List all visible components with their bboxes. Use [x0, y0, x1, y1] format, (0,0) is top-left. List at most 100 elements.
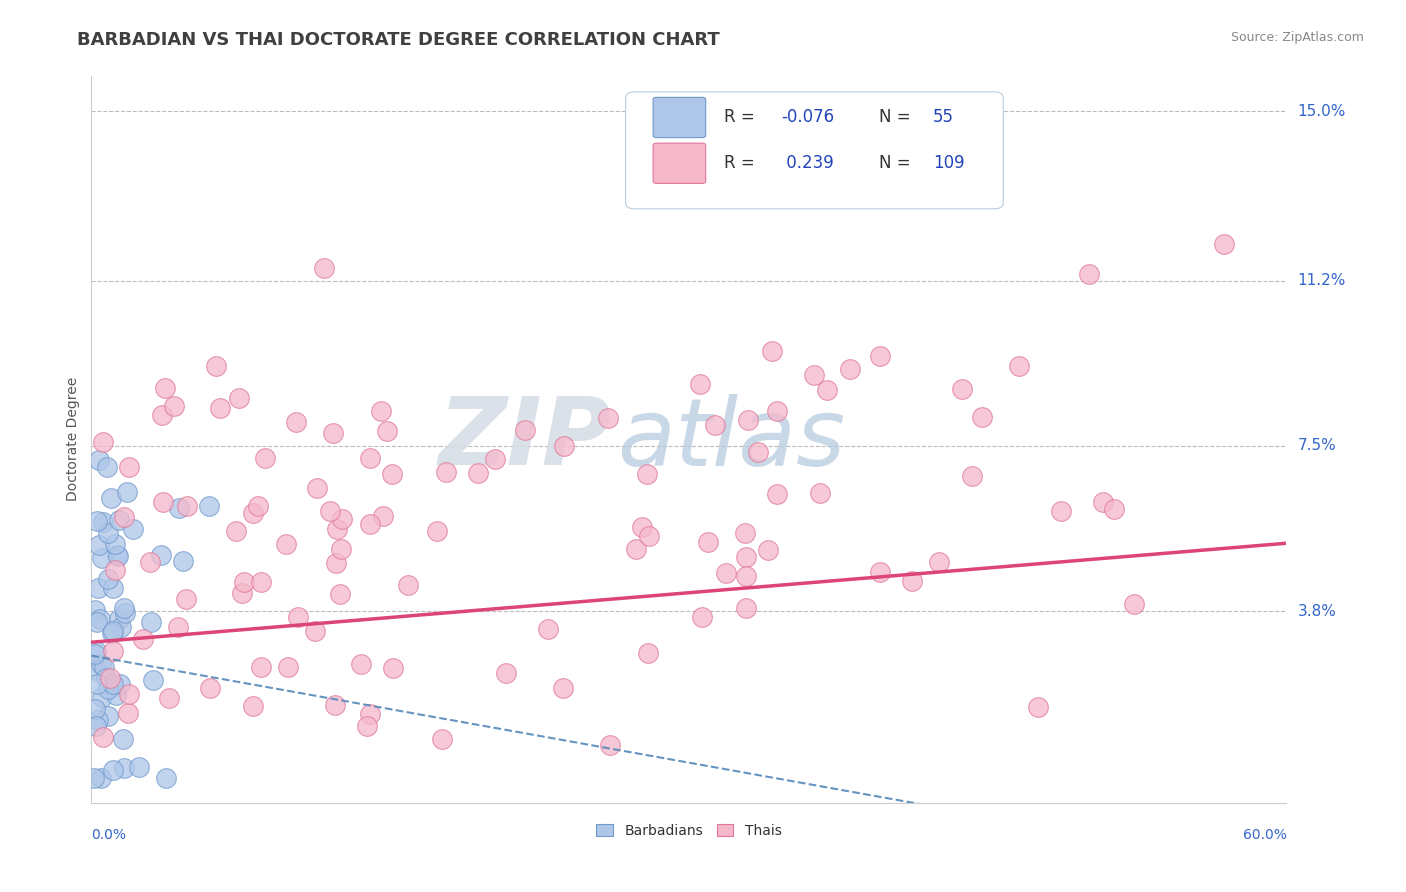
Point — [277, 659, 299, 673]
Point — [112, 732, 135, 747]
Point — [714, 566, 737, 581]
Text: Source: ZipAtlas.com: Source: ZipAtlas.com — [1230, 31, 1364, 45]
Point — [370, 403, 392, 417]
FancyBboxPatch shape — [626, 92, 1004, 209]
Point — [359, 517, 381, 532]
Text: N =: N = — [879, 154, 915, 172]
Point — [312, 260, 335, 275]
Text: 109: 109 — [932, 154, 965, 172]
Point — [735, 569, 758, 583]
Point — [359, 451, 381, 466]
Point — [139, 615, 162, 629]
Point — [253, 450, 276, 465]
Point — [128, 760, 150, 774]
Point — [624, 541, 647, 556]
Point — [690, 610, 713, 624]
Point — [90, 690, 112, 704]
Point — [703, 417, 725, 432]
Point — [157, 690, 180, 705]
Point — [325, 556, 347, 570]
Point — [115, 484, 138, 499]
Point — [139, 556, 162, 570]
Point — [104, 689, 127, 703]
Text: 7.5%: 7.5% — [1298, 439, 1336, 453]
Point — [112, 601, 135, 615]
Text: 3.8%: 3.8% — [1298, 604, 1337, 618]
Point — [425, 524, 447, 538]
Point — [901, 574, 924, 588]
Point — [756, 543, 779, 558]
Point — [122, 522, 145, 536]
Point — [228, 391, 250, 405]
Point — [93, 515, 115, 529]
Point — [105, 548, 128, 562]
Point — [101, 625, 124, 640]
Text: 60.0%: 60.0% — [1243, 829, 1286, 842]
Point — [553, 439, 575, 453]
Point — [305, 481, 328, 495]
Point — [319, 504, 342, 518]
Text: atlas: atlas — [617, 393, 845, 485]
Point — [103, 581, 125, 595]
Point — [197, 499, 219, 513]
Text: N =: N = — [879, 109, 915, 127]
Point — [599, 738, 621, 752]
Point — [103, 763, 125, 777]
Point — [484, 452, 506, 467]
Point — [396, 578, 419, 592]
Point — [83, 648, 105, 662]
Point — [101, 624, 124, 638]
Point — [276, 537, 298, 551]
Point — [101, 677, 124, 691]
Point — [377, 424, 399, 438]
Point — [110, 620, 132, 634]
Point — [246, 499, 269, 513]
Point — [155, 771, 177, 786]
Point — [513, 423, 536, 437]
Point — [172, 554, 194, 568]
Point — [1049, 504, 1071, 518]
Point — [166, 620, 188, 634]
Point — [371, 508, 394, 523]
Point — [838, 361, 860, 376]
Point — [86, 644, 108, 658]
Text: 15.0%: 15.0% — [1298, 104, 1346, 119]
Point — [765, 404, 787, 418]
Point — [103, 644, 125, 658]
Point — [107, 549, 129, 563]
Point — [174, 592, 197, 607]
Point — [97, 682, 120, 697]
Point — [970, 410, 993, 425]
Point — [737, 413, 759, 427]
Point — [225, 524, 247, 539]
Point — [97, 709, 120, 723]
Point — [761, 344, 783, 359]
Text: 55: 55 — [932, 109, 953, 127]
Point — [689, 376, 711, 391]
Point — [322, 425, 344, 440]
Point — [90, 657, 112, 671]
Point — [869, 349, 891, 363]
Point — [87, 582, 110, 596]
Point — [356, 719, 378, 733]
Point — [91, 434, 114, 449]
Point — [596, 410, 619, 425]
Point — [630, 520, 652, 534]
Point — [233, 575, 256, 590]
Point — [381, 467, 404, 482]
Point — [114, 606, 136, 620]
Point — [636, 467, 658, 481]
Point — [83, 702, 105, 716]
Point — [329, 542, 352, 557]
Point — [928, 555, 950, 569]
Point — [747, 445, 769, 459]
Text: 11.2%: 11.2% — [1298, 274, 1346, 288]
Point — [89, 612, 111, 626]
Point — [1122, 597, 1144, 611]
Point — [200, 681, 222, 695]
Point — [638, 528, 661, 542]
Point — [209, 401, 232, 415]
Point — [304, 624, 326, 639]
Point — [1026, 700, 1049, 714]
Point — [83, 603, 105, 617]
